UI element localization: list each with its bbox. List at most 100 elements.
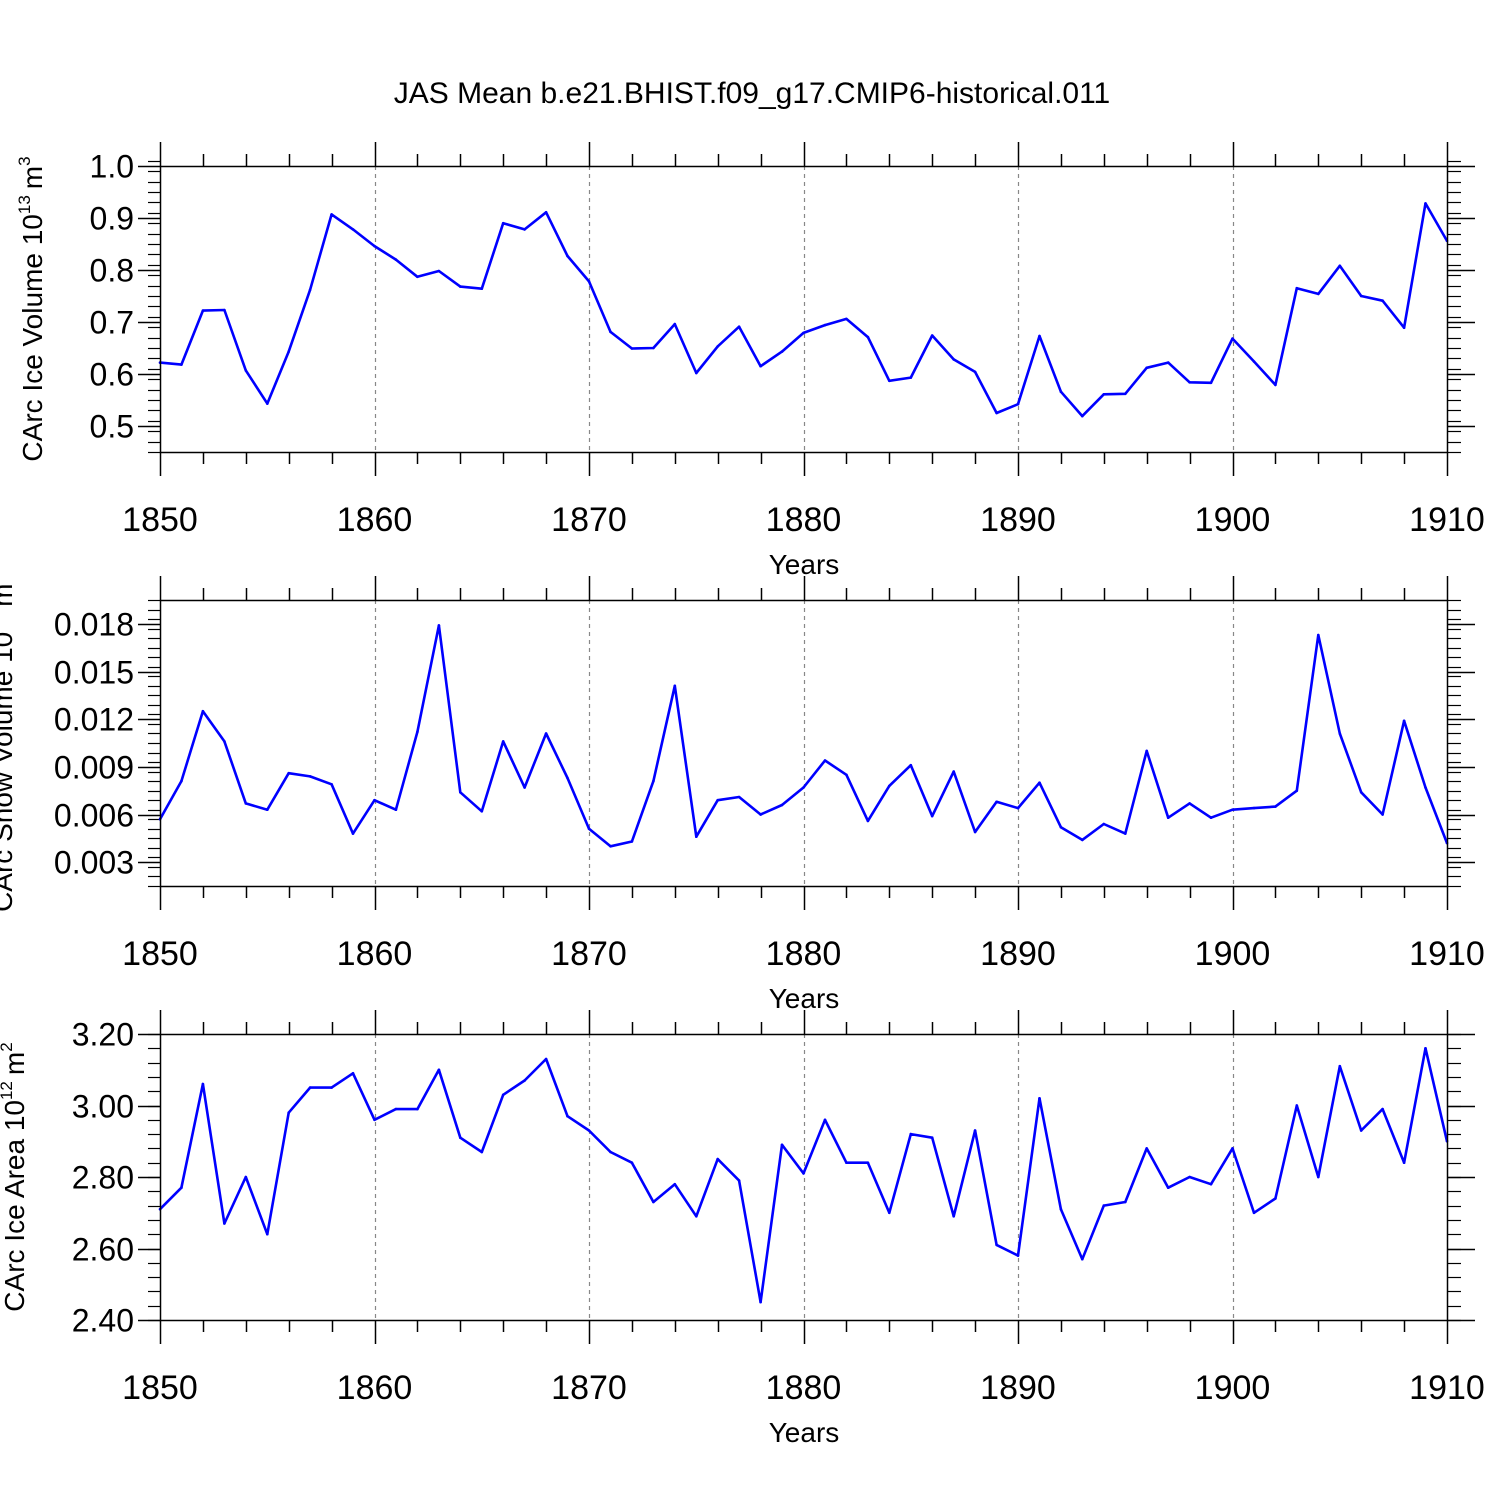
- data-point: [1188, 1175, 1191, 1179]
- data-point: [630, 840, 634, 843]
- y-tick-label: 0.9: [90, 201, 134, 237]
- data-point: [266, 808, 269, 811]
- y-axis-title-exponent: 13: [0, 613, 4, 632]
- data-point: [1038, 334, 1041, 338]
- data-point: [544, 1057, 548, 1061]
- data-point: [1317, 633, 1320, 637]
- data-point: [266, 1232, 269, 1236]
- data-point: [737, 795, 741, 799]
- data-point: [501, 740, 505, 743]
- data-point: [223, 740, 226, 743]
- series-line-1: [159, 1047, 1449, 1304]
- data-point: [1359, 791, 1363, 794]
- y-axis-title-unit: m: [17, 166, 48, 189]
- data-point: [501, 221, 505, 225]
- data-point: [459, 791, 462, 794]
- data-point: [437, 1068, 441, 1072]
- data-point: [1231, 808, 1234, 811]
- data-point: [1166, 816, 1170, 819]
- chart-panel-2: 0.003 0.006 0.009 0.012 0.015 0.018 1850 1860 18…: [0, 574, 1485, 1014]
- y-tick-label: 2.60: [72, 1232, 134, 1268]
- data-point: [480, 810, 484, 813]
- y-axis-title-text: CArc Ice Area 10: [0, 1100, 30, 1312]
- data-point: [201, 309, 205, 312]
- y-axis-title: CArc Ice Area 1012 m2: [0, 1042, 30, 1311]
- data-point: [652, 346, 655, 350]
- x-axis-title: Years: [769, 983, 840, 1014]
- y-axis-title-text: CArc Ice Volume 10: [17, 214, 48, 461]
- data-point: [373, 244, 376, 248]
- data-point: [1081, 1257, 1084, 1261]
- data-point: [308, 288, 312, 292]
- data-point: [437, 269, 441, 273]
- data-point: [823, 1118, 827, 1122]
- y-tick-label: 0.009: [54, 750, 134, 786]
- y-tick-label: 1.0: [90, 149, 134, 185]
- series-line-1: [159, 202, 1449, 418]
- data-point: [1295, 286, 1299, 290]
- data-point: [1081, 838, 1084, 842]
- data-point: [523, 786, 526, 789]
- x-tick-label: 1900: [1195, 1369, 1271, 1407]
- x-tick-label: 1850: [122, 501, 198, 539]
- x-tick-label: 1880: [766, 501, 842, 539]
- x-tick-label: 1880: [766, 1369, 842, 1407]
- data-point: [1188, 802, 1191, 805]
- data-point: [737, 325, 741, 329]
- data-point: [695, 371, 698, 375]
- data-point: [823, 323, 827, 327]
- data-point: [630, 1161, 634, 1164]
- plot-frame: [159, 599, 1449, 888]
- plot-frame: [159, 1033, 1449, 1322]
- data-point: [244, 369, 248, 372]
- data-point: [630, 347, 634, 350]
- x-tick-label: 1890: [980, 1369, 1056, 1407]
- data-point: [780, 1143, 784, 1147]
- data-point: [780, 803, 784, 807]
- data-point: [373, 798, 376, 802]
- data-point: [1038, 1097, 1041, 1100]
- data-point: [287, 1111, 291, 1114]
- y-axis-title: CArc Snow Volume 1013 m3: [0, 574, 18, 912]
- data-point: [1124, 392, 1127, 396]
- data-point: [1038, 781, 1041, 784]
- y-axis-title-unit: m: [0, 1052, 30, 1075]
- data-point: [223, 1222, 226, 1225]
- x-tick-label: 1910: [1409, 1369, 1485, 1407]
- data-point: [523, 228, 526, 231]
- data-point: [437, 624, 441, 627]
- data-point: [480, 287, 484, 291]
- data-point: [1402, 1161, 1406, 1164]
- data-point: [1381, 299, 1384, 303]
- data-point: [1145, 1147, 1148, 1150]
- data-point: [1102, 822, 1106, 826]
- data-point: [609, 845, 612, 848]
- data-point: [1188, 381, 1191, 384]
- data-point: [888, 1211, 891, 1215]
- data-point: [1209, 1182, 1213, 1186]
- chart-panel-1: 0.5 0.6 0.7 0.8 0.9 1.0 1850 1860 1870 1880 1890 19…: [15, 142, 1485, 580]
- data-point: [1274, 805, 1277, 808]
- data-point: [888, 784, 891, 788]
- data-point: [1402, 326, 1406, 330]
- data-point: [1359, 1129, 1363, 1132]
- data-point: [523, 1079, 526, 1082]
- data-point: [1124, 832, 1127, 835]
- y-tick-label: 0.018: [54, 607, 134, 643]
- series-line-1: [158, 624, 1449, 848]
- data-point: [1424, 202, 1427, 205]
- y-tick-label: 0.015: [54, 655, 134, 691]
- data-point: [1231, 337, 1234, 340]
- data-point: [1402, 719, 1406, 723]
- data-point: [780, 350, 784, 353]
- data-point: [416, 730, 419, 734]
- data-point: [1295, 1104, 1299, 1107]
- data-point: [716, 345, 719, 348]
- data-point: [737, 1179, 741, 1182]
- y-axis-title-unit-exponent: 3: [0, 574, 4, 583]
- data-point: [1252, 806, 1256, 810]
- data-point: [1424, 1047, 1427, 1050]
- data-point: [1081, 414, 1084, 418]
- x-tick-label: 1860: [337, 501, 413, 539]
- x-tick-label: 1850: [122, 1369, 198, 1407]
